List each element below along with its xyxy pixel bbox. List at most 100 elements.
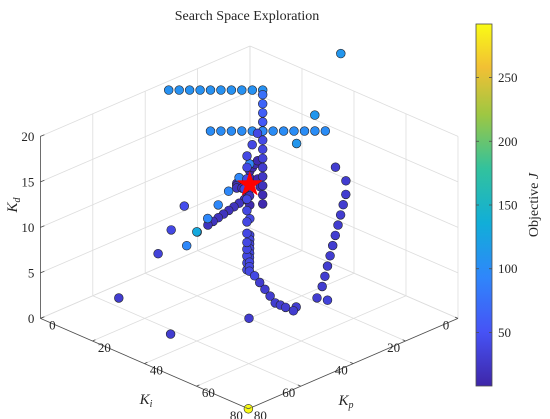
data-point	[258, 162, 268, 173]
floor-grid-line	[92, 295, 301, 387]
data-point	[258, 171, 268, 182]
data-point	[338, 200, 348, 210]
data-point	[258, 190, 268, 200]
data-point	[242, 151, 252, 161]
data-point	[265, 291, 275, 301]
colorbar: 50 100 150 200 250 Objective J	[475, 23, 542, 387]
data-point	[252, 128, 263, 139]
data-point	[258, 153, 268, 164]
data-point	[242, 162, 252, 173]
y-tick-mark	[297, 384, 301, 387]
data-point	[242, 205, 252, 216]
data-point	[179, 201, 190, 211]
data-point	[166, 225, 176, 235]
wall-grid-line	[249, 136, 459, 228]
data-point	[330, 162, 341, 172]
floor-grid-line	[197, 250, 406, 342]
data-point	[336, 48, 346, 59]
data-point	[184, 85, 195, 95]
z-tick-label: 15	[21, 174, 34, 189]
data-point	[223, 186, 234, 196]
data-point	[226, 126, 237, 136]
data-point	[164, 85, 174, 95]
data-point	[258, 108, 268, 118]
data-point	[174, 85, 184, 95]
x-tick-mark	[92, 339, 96, 342]
x-tick-label: 20	[98, 340, 111, 355]
y-tick-mark	[245, 407, 249, 410]
x-axis-label: Kp	[337, 393, 353, 411]
y-tick-label: 0	[443, 317, 450, 332]
data-point	[280, 302, 291, 313]
data-point	[203, 213, 213, 224]
z-axis-label: Kd	[5, 196, 23, 213]
x-tick-label: 0	[49, 317, 56, 332]
z-tick-label: 0	[28, 311, 35, 326]
data-point	[242, 237, 252, 248]
grid-layer	[40, 45, 459, 410]
z-tick-label: 10	[21, 220, 34, 235]
ticks-layer: 0 5 10 15 20 0 20 40 60 80 0 20 40 60 80	[21, 129, 459, 419]
y-tick-label: 20	[387, 340, 400, 355]
y-tick-mark	[454, 316, 459, 319]
colorbar-tick-label: 250	[498, 70, 518, 85]
data-point	[335, 210, 346, 220]
data-point	[182, 241, 192, 251]
data-point	[289, 126, 299, 136]
wall-grid-line	[249, 91, 459, 183]
data-point	[247, 85, 258, 95]
data-point	[341, 189, 351, 200]
data-point	[325, 251, 335, 261]
data-point	[249, 271, 260, 281]
data-point	[328, 240, 338, 251]
colorbar-tick-label: 150	[498, 198, 518, 213]
data-point	[258, 144, 268, 155]
y-tick-mark	[402, 339, 406, 342]
x-tick-mark	[248, 407, 252, 410]
z-tick-mark	[40, 179, 45, 183]
data-point	[237, 126, 247, 136]
data-point	[330, 230, 340, 241]
data-point	[317, 281, 327, 292]
data-point	[258, 89, 268, 100]
data-point	[322, 295, 333, 305]
wall-grid-line	[40, 45, 251, 137]
data-point	[312, 293, 322, 303]
data-point	[333, 220, 343, 230]
data-point	[242, 194, 252, 204]
data-point	[310, 110, 320, 120]
data-point	[291, 138, 302, 149]
data-point	[247, 140, 257, 150]
data-point	[237, 85, 247, 95]
data-point	[322, 261, 333, 271]
x-tick-label: 80	[254, 408, 267, 419]
x-tick-mark	[144, 361, 148, 364]
data-point	[288, 306, 299, 316]
colorbar-ticks: 50 100 150 200 250	[476, 70, 518, 340]
data-point	[205, 126, 216, 136]
data-point	[278, 126, 289, 136]
colorbar-tick-label: 50	[498, 325, 511, 340]
data-point	[192, 227, 202, 237]
wall-grid-line	[40, 91, 251, 183]
data-point	[242, 228, 252, 239]
data-point	[260, 284, 270, 294]
data-point	[299, 126, 310, 136]
data-point	[153, 249, 163, 259]
wall-grid-line	[249, 182, 459, 274]
data-point	[205, 85, 216, 95]
y-tick-label: 40	[335, 363, 348, 378]
data-point	[216, 126, 226, 136]
data-point	[255, 277, 265, 288]
z-tick-mark	[40, 134, 45, 137]
data-point	[165, 329, 176, 339]
y-tick-mark	[350, 361, 354, 364]
data-point	[320, 271, 330, 281]
data-point	[242, 217, 252, 227]
data-point	[195, 85, 205, 95]
x-tick-mark	[40, 316, 44, 319]
wall-grid-line	[40, 182, 251, 274]
data-point	[320, 126, 330, 136]
wall-grid-line	[249, 45, 459, 137]
